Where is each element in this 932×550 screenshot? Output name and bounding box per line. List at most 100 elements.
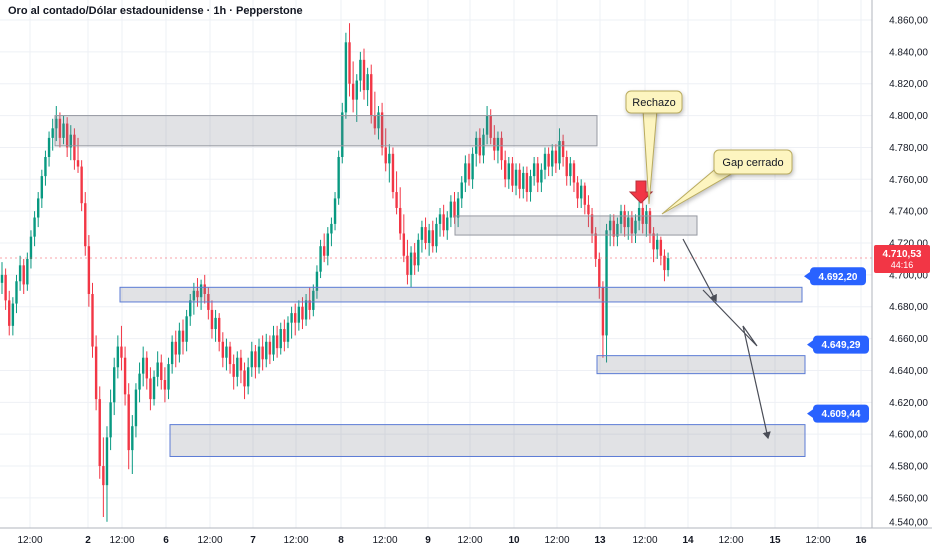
candle-body xyxy=(456,198,460,218)
supply-demand-zone[interactable] xyxy=(119,286,803,303)
candle-body xyxy=(250,351,253,368)
candle-body xyxy=(388,153,391,164)
candle-body xyxy=(105,437,109,486)
time-axis-label: 8 xyxy=(338,535,344,546)
projection-arrow-2[interactable] xyxy=(702,289,771,440)
candle-body xyxy=(116,346,120,368)
candle-body xyxy=(377,112,380,129)
candle-body xyxy=(308,300,311,310)
candle-body xyxy=(15,281,18,304)
candle-body xyxy=(576,182,579,199)
candle-body xyxy=(558,141,561,164)
candle-body xyxy=(55,118,58,129)
candle-body xyxy=(395,192,398,208)
candle-body xyxy=(601,287,605,336)
candle-body xyxy=(261,346,264,360)
candle-body xyxy=(174,341,177,355)
candle-body xyxy=(522,172,525,189)
candle-body xyxy=(399,207,402,234)
price-axis-label: 4.680,00 xyxy=(889,302,928,313)
candle-body xyxy=(362,59,366,91)
candle-body xyxy=(634,220,637,234)
candle-body xyxy=(485,115,489,135)
time-axis-label: 16 xyxy=(855,535,867,546)
supply-demand-zone[interactable] xyxy=(454,215,698,236)
candle-body xyxy=(511,163,514,186)
candle-body xyxy=(409,252,413,275)
candle-body xyxy=(170,341,174,365)
balloon-gap-cerrado[interactable]: Gap cerrado xyxy=(661,149,793,215)
red-down-arrow-icon[interactable] xyxy=(628,180,654,204)
candle-body xyxy=(33,217,36,237)
time-axis-label: 9 xyxy=(425,535,431,546)
projection-arrow-1[interactable] xyxy=(682,238,717,303)
candle-body xyxy=(529,176,532,193)
candle-body xyxy=(333,198,337,224)
candle-body xyxy=(627,217,630,228)
candle-body xyxy=(478,137,482,156)
level-price-label[interactable]: 4.692,20 xyxy=(804,267,866,286)
candle-body xyxy=(120,346,123,358)
candle-body xyxy=(283,329,286,342)
candle-body xyxy=(431,230,434,247)
candle-body xyxy=(189,300,192,317)
candle-body xyxy=(156,362,159,377)
price-axis-label: 4.740,00 xyxy=(889,207,928,218)
candle-body xyxy=(181,330,185,342)
time-axis-label: 10 xyxy=(508,535,520,546)
candle-body xyxy=(471,153,474,180)
candle-body xyxy=(91,293,94,347)
price-axis-label: 4.660,00 xyxy=(889,334,928,345)
candle-body xyxy=(315,271,319,291)
candle-body xyxy=(192,290,196,301)
candle-body xyxy=(446,217,449,231)
candle-body xyxy=(598,258,601,288)
price-axis-label: 4.560,00 xyxy=(889,493,928,504)
candle-body xyxy=(279,329,282,349)
candle-body xyxy=(257,346,261,368)
supply-demand-zone[interactable] xyxy=(596,355,806,375)
time-axis-label: 7 xyxy=(250,535,256,546)
candle-body xyxy=(319,246,322,272)
symbol-title[interactable]: Oro al contado/Dólar estadounidense · 1h… xyxy=(8,5,303,17)
candle-body xyxy=(51,128,54,138)
supply-demand-zone[interactable] xyxy=(54,115,598,147)
candle-body xyxy=(656,239,659,250)
time-axis-label: 13 xyxy=(594,535,606,546)
candle-body xyxy=(11,303,15,326)
candle-body xyxy=(406,255,409,275)
candle-body xyxy=(254,351,257,368)
candle-body xyxy=(203,284,206,294)
candle-body xyxy=(525,172,529,193)
balloon-box[interactable] xyxy=(625,90,683,114)
candle-body xyxy=(652,233,655,250)
candle-body xyxy=(330,223,333,234)
candle-body xyxy=(221,341,225,358)
candle-body xyxy=(359,59,362,81)
axis-layer[interactable]: 4.860,00 4.840,00 4.820,00 4.800,00 4.780,00… xyxy=(17,16,928,547)
candle-body xyxy=(246,367,250,387)
candle-body xyxy=(616,223,619,237)
level-price-label[interactable]: 4.609,44 xyxy=(807,404,869,423)
candle-body xyxy=(554,150,558,164)
candle-body xyxy=(196,290,199,298)
candle-body xyxy=(214,317,217,330)
balloon-rechazo[interactable]: Rechazo xyxy=(625,90,683,205)
price-axis-label: 4.860,00 xyxy=(889,16,928,27)
level-label-bg xyxy=(813,335,869,354)
candle-body xyxy=(294,313,297,323)
time-axis-label: 12:00 xyxy=(283,535,308,546)
balloon-box[interactable] xyxy=(713,149,793,175)
candle-body xyxy=(145,357,148,379)
supply-demand-zone[interactable] xyxy=(169,424,806,457)
level-label-pointer-icon xyxy=(804,271,811,282)
candle-body xyxy=(449,201,453,218)
level-price-label[interactable]: 4.649,29 xyxy=(807,335,869,354)
current-price-label[interactable]: 4.710,53 44:16 xyxy=(874,245,930,273)
price-axis-label: 4.540,00 xyxy=(889,518,928,529)
candle-body xyxy=(500,137,503,161)
candle-body xyxy=(275,335,279,349)
candle-body xyxy=(608,220,612,231)
projection-arrows[interactable] xyxy=(682,238,771,440)
